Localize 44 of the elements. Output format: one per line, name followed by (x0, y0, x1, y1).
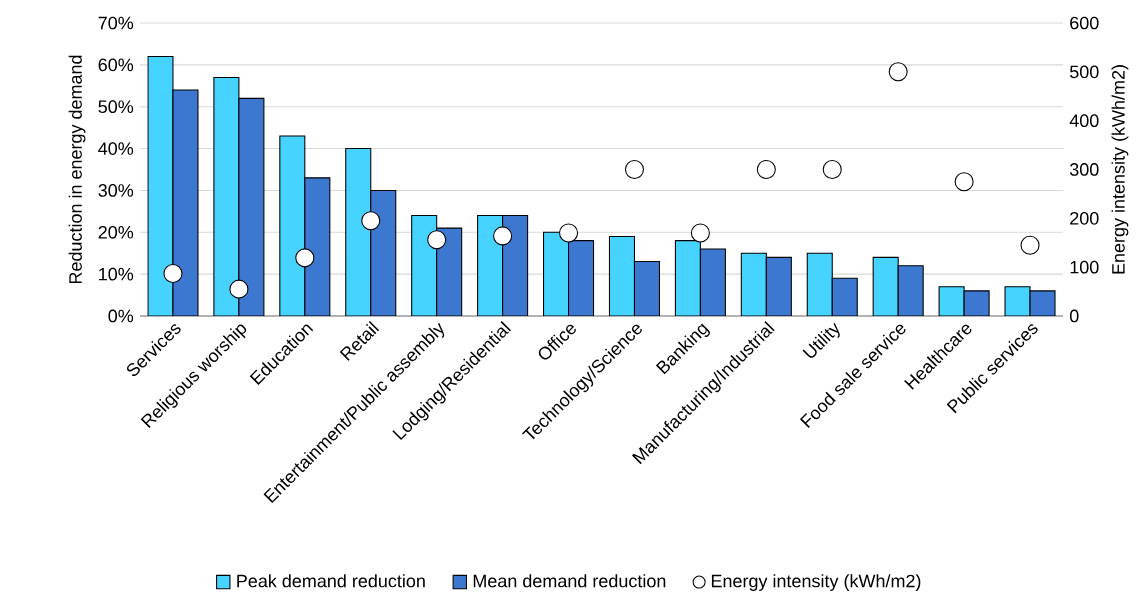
point (361, 211, 381, 231)
y2-tick-label: 600 (1070, 16, 1099, 30)
bar (897, 265, 924, 316)
point (229, 279, 249, 299)
y2-tick-label: 200 (1070, 211, 1099, 225)
legend-label: Energy intensity (kWh/m2) (711, 574, 921, 591)
legend-label: Mean demand reduction (473, 574, 666, 588)
bar (279, 135, 306, 316)
bar (633, 261, 660, 316)
y2-tick-label: 0 (1069, 309, 1079, 323)
bar (304, 177, 331, 316)
legend-label: Peak demand reduction (237, 574, 425, 588)
bar (674, 240, 701, 316)
y-tick-label: 30% (98, 184, 134, 197)
bar (831, 277, 858, 316)
y2-tick-label: 300 (1069, 163, 1099, 176)
bar (608, 235, 636, 316)
y2-tick-label: 100 (1070, 260, 1099, 274)
y-tick-label: 60% (98, 58, 134, 72)
y2-tick-label: 400 (1069, 114, 1099, 128)
bar (345, 148, 372, 316)
point (427, 230, 447, 250)
point (163, 263, 183, 284)
y2-axis-title: Energy intensity (kWh/m2) (1111, 65, 1129, 274)
point (295, 248, 315, 268)
bar (765, 256, 792, 316)
y2-tick-label: 500 (1069, 65, 1099, 79)
bar (147, 55, 174, 316)
bar (370, 189, 397, 316)
y-tick-label: 40% (98, 142, 134, 155)
bar (806, 252, 833, 316)
y-tick-label: 20% (98, 225, 134, 239)
y-axis-title: Reduction in energy demand (68, 55, 86, 284)
y-tick-label: 10% (99, 267, 134, 281)
y-tick-label: 50% (98, 100, 134, 114)
point (559, 223, 579, 243)
bar (543, 231, 570, 316)
bar (740, 252, 767, 316)
bar (568, 240, 595, 316)
point (493, 226, 513, 246)
y-tick-label: 0% (108, 309, 134, 323)
bar (872, 256, 899, 316)
bar (699, 248, 726, 316)
y-tick-label: 70% (98, 16, 134, 30)
